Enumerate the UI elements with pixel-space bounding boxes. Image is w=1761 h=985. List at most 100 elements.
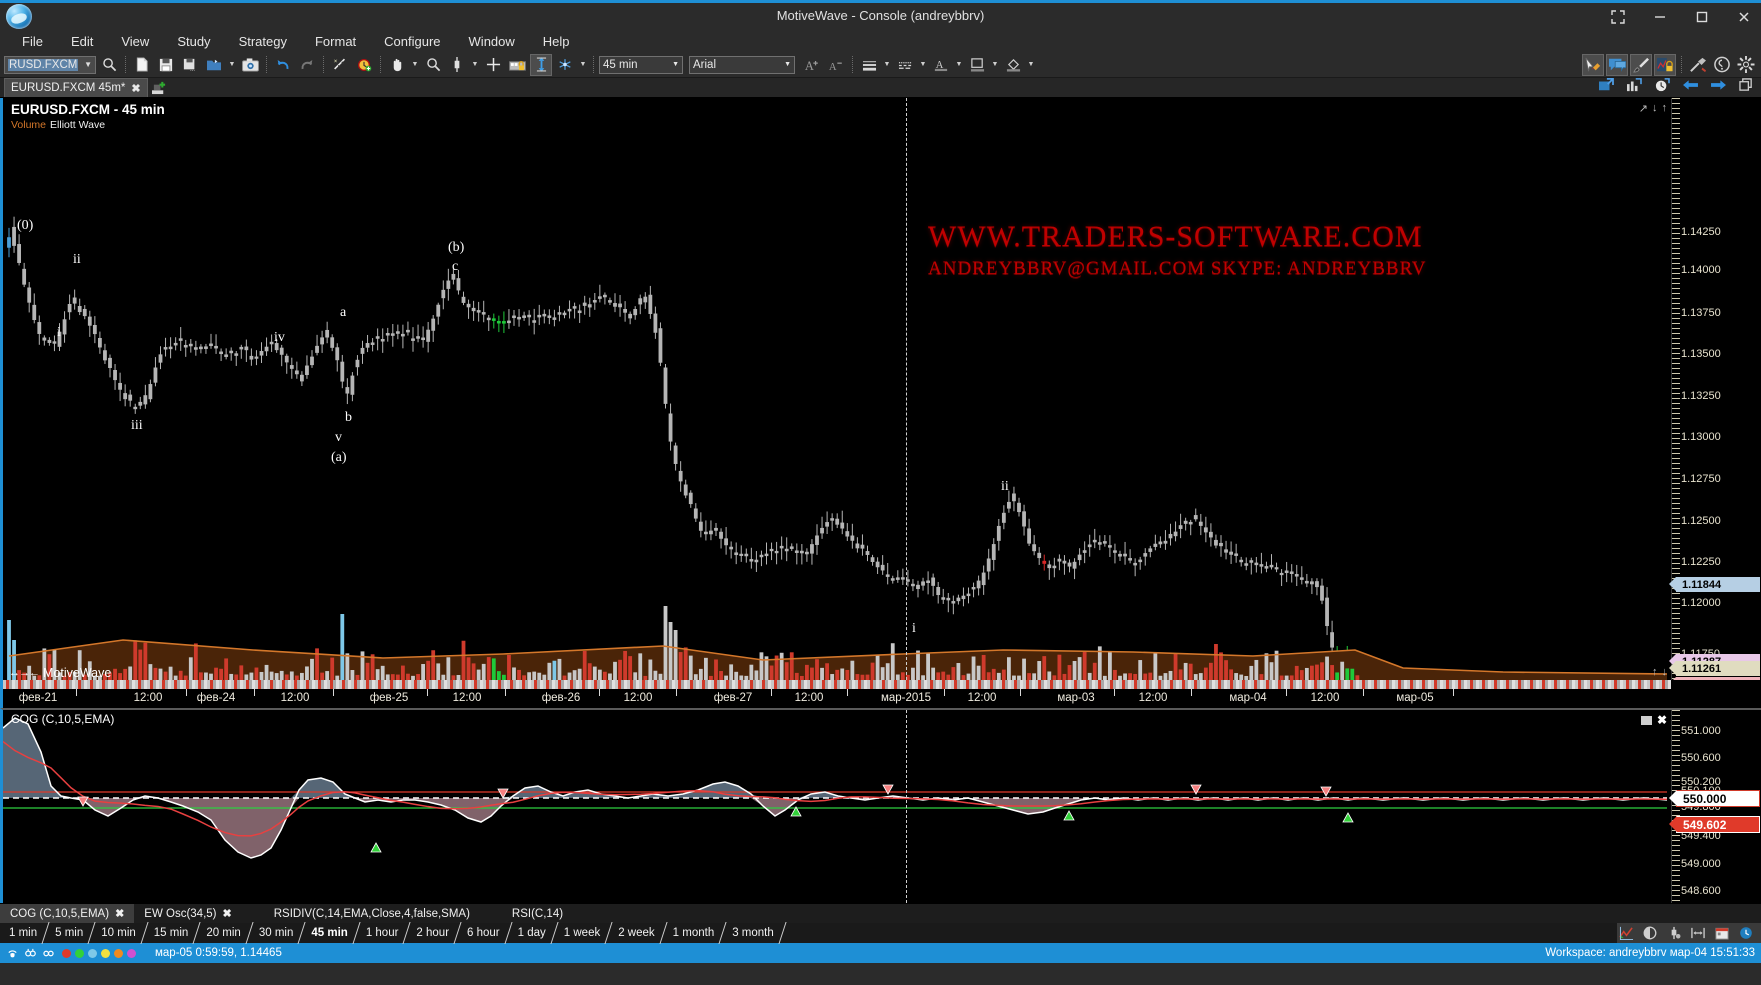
- undo-icon[interactable]: [272, 54, 294, 76]
- timeframe-15-min[interactable]: 15 min: [145, 923, 198, 943]
- indicator-title[interactable]: COG (C,10,5,EMA): [11, 712, 115, 726]
- elliott-wave-label[interactable]: i: [912, 621, 916, 636]
- line-style-icon[interactable]: [894, 54, 916, 76]
- menu-help[interactable]: Help: [542, 33, 570, 49]
- timeframe-1-min[interactable]: 1 min: [0, 923, 46, 943]
- minimize-study-icon[interactable]: [1640, 715, 1652, 725]
- elliott-wave-label[interactable]: v: [335, 430, 342, 445]
- elliott-wave-label[interactable]: i: [57, 325, 61, 340]
- crosshair-icon[interactable]: [482, 54, 504, 76]
- nav-forward-icon[interactable]: [1707, 74, 1729, 96]
- font-select[interactable]: Arial ▼: [689, 55, 795, 74]
- zoom-icon[interactable]: [422, 54, 444, 76]
- elliott-wave-label[interactable]: (a): [331, 450, 347, 465]
- study-volume-label[interactable]: Volume: [11, 119, 47, 131]
- link-icon[interactable]: [24, 947, 37, 960]
- fit-width-icon[interactable]: [1689, 924, 1707, 942]
- time-settings-icon[interactable]: [1651, 74, 1673, 96]
- price-chart-container[interactable]: EURUSD.FXCM - 45 min Volume Elliott Wave …: [0, 98, 1761, 716]
- menu-window[interactable]: Window: [468, 33, 515, 49]
- indicator-pane-container[interactable]: COG (C,10,5,EMA) ✖ 551.000 550.600 550.200…: [0, 708, 1761, 903]
- indicator-marker[interactable]: 549.602: [1669, 816, 1760, 833]
- open-folder-icon[interactable]: [203, 54, 225, 76]
- link-color-dot[interactable]: [114, 948, 123, 958]
- tools-icon[interactable]: [1687, 54, 1709, 76]
- menu-file[interactable]: File: [22, 33, 43, 49]
- minimize-button[interactable]: [1649, 6, 1671, 28]
- clock-icon[interactable]: [1737, 924, 1755, 942]
- camera-snapshot-icon[interactable]: [239, 54, 261, 76]
- elliott-wave-label[interactable]: (0): [17, 218, 34, 233]
- link-color-dot[interactable]: [101, 948, 110, 958]
- chart-grid-icon[interactable]: [1623, 74, 1645, 96]
- maximize-button[interactable]: [1691, 6, 1713, 28]
- link-color-dot[interactable]: [88, 948, 97, 958]
- restore-pane-icon[interactable]: [1735, 74, 1757, 96]
- close-icon[interactable]: ✖: [115, 908, 125, 920]
- chevron-down-icon[interactable]: ▼: [991, 61, 999, 68]
- chevron-down-icon[interactable]: ▼: [672, 61, 679, 68]
- timeframe-2-hour[interactable]: 2 hour: [407, 923, 458, 943]
- paint-bucket-icon[interactable]: [1002, 54, 1024, 76]
- price-axis[interactable]: 1.14250 1.14000 1.13750 1.13500 1.13250 1.130…: [1669, 98, 1761, 716]
- maximize-pane-icon[interactable]: ↑: [1661, 102, 1668, 114]
- chevron-down-icon[interactable]: ▼: [471, 61, 479, 68]
- settings-gear-icon[interactable]: [1735, 54, 1757, 76]
- study-tab[interactable]: EW Osc(34,5) ✖: [134, 904, 241, 924]
- elliott-wave-label[interactable]: ii: [1001, 479, 1009, 494]
- elliott-wave-label[interactable]: iv: [274, 330, 285, 345]
- add-chart-tab-icon[interactable]: [148, 78, 172, 97]
- chevron-down-icon[interactable]: ▼: [579, 61, 587, 68]
- theme-toggle-icon[interactable]: [1641, 924, 1659, 942]
- close-study-icon[interactable]: ✖: [1656, 713, 1667, 727]
- nav-back-icon[interactable]: [1679, 74, 1701, 96]
- expand-pane-icon[interactable]: ↗: [1638, 103, 1648, 115]
- search-icon[interactable]: [98, 54, 120, 76]
- scroll-down-icon[interactable]: ↓: [1661, 666, 1668, 678]
- chevron-down-icon[interactable]: ▼: [84, 60, 92, 69]
- timeframe-30-min[interactable]: 30 min: [250, 923, 303, 943]
- fullscreen-button[interactable]: [1607, 6, 1629, 28]
- alarm-clock-icon[interactable]: [353, 54, 375, 76]
- elliott-wave-label[interactable]: a: [340, 305, 347, 320]
- line-weight-icon[interactable]: [858, 54, 880, 76]
- font-increase-icon[interactable]: A: [801, 54, 823, 76]
- price-pane[interactable]: EURUSD.FXCM - 45 min Volume Elliott Wave …: [3, 98, 1671, 680]
- brush-icon[interactable]: [1630, 53, 1652, 76]
- chevron-down-icon[interactable]: ▼: [228, 61, 236, 68]
- comment-icon[interactable]: [1606, 53, 1628, 76]
- elliott-wave-label[interactable]: c: [452, 259, 459, 274]
- chart-style-icon[interactable]: [1617, 924, 1635, 942]
- new-file-icon[interactable]: [131, 54, 153, 76]
- hand-pan-icon[interactable]: [386, 54, 408, 76]
- redo-icon[interactable]: [296, 54, 318, 76]
- menu-strategy[interactable]: Strategy: [238, 33, 287, 49]
- resize-arrows-icon[interactable]: ↔→←: [9, 667, 40, 679]
- timeframe-select[interactable]: 45 min ▼: [599, 55, 683, 74]
- save-as-icon[interactable]: ...: [179, 54, 201, 76]
- auto-fit-icon[interactable]: [530, 53, 552, 76]
- study-tab[interactable]: RSI(C,14): [502, 904, 573, 924]
- cursor-draw-icon[interactable]: [1582, 53, 1604, 76]
- link-color-dot[interactable]: [62, 948, 71, 958]
- new-window-icon[interactable]: [1595, 74, 1617, 96]
- study-tab[interactable]: COG (C,10,5,EMA) ✖: [0, 903, 135, 924]
- time-axis[interactable]: фев-21 12:00 фев-24 12:00 фев-25 12:00 фев-26 1…: [3, 680, 1671, 708]
- fill-color-icon[interactable]: [966, 54, 988, 76]
- close-icon[interactable]: ✖: [222, 908, 232, 920]
- menu-format[interactable]: Format: [314, 33, 357, 49]
- connection-icon[interactable]: [6, 947, 19, 960]
- timeframe-45-min[interactable]: 45 min: [302, 923, 356, 943]
- scroll-up-icon[interactable]: ↑: [1652, 666, 1658, 678]
- support-icon[interactable]: [1711, 54, 1733, 76]
- close-button[interactable]: [1733, 6, 1755, 28]
- study-tab[interactable]: RSIDIV(C,14,EMA,Close,4,false,SMA): [264, 904, 480, 924]
- candle-type-icon[interactable]: [446, 54, 468, 76]
- elliott-wave-label[interactable]: iii: [131, 418, 143, 433]
- timeframe-5-min[interactable]: 5 min: [46, 923, 92, 943]
- close-icon[interactable]: ✖: [131, 82, 141, 95]
- elliott-wave-label[interactable]: ii: [73, 252, 81, 267]
- chevron-down-icon[interactable]: ▼: [883, 61, 891, 68]
- save-icon[interactable]: [155, 54, 177, 76]
- price-marker[interactable]: 1.11844: [1669, 577, 1760, 592]
